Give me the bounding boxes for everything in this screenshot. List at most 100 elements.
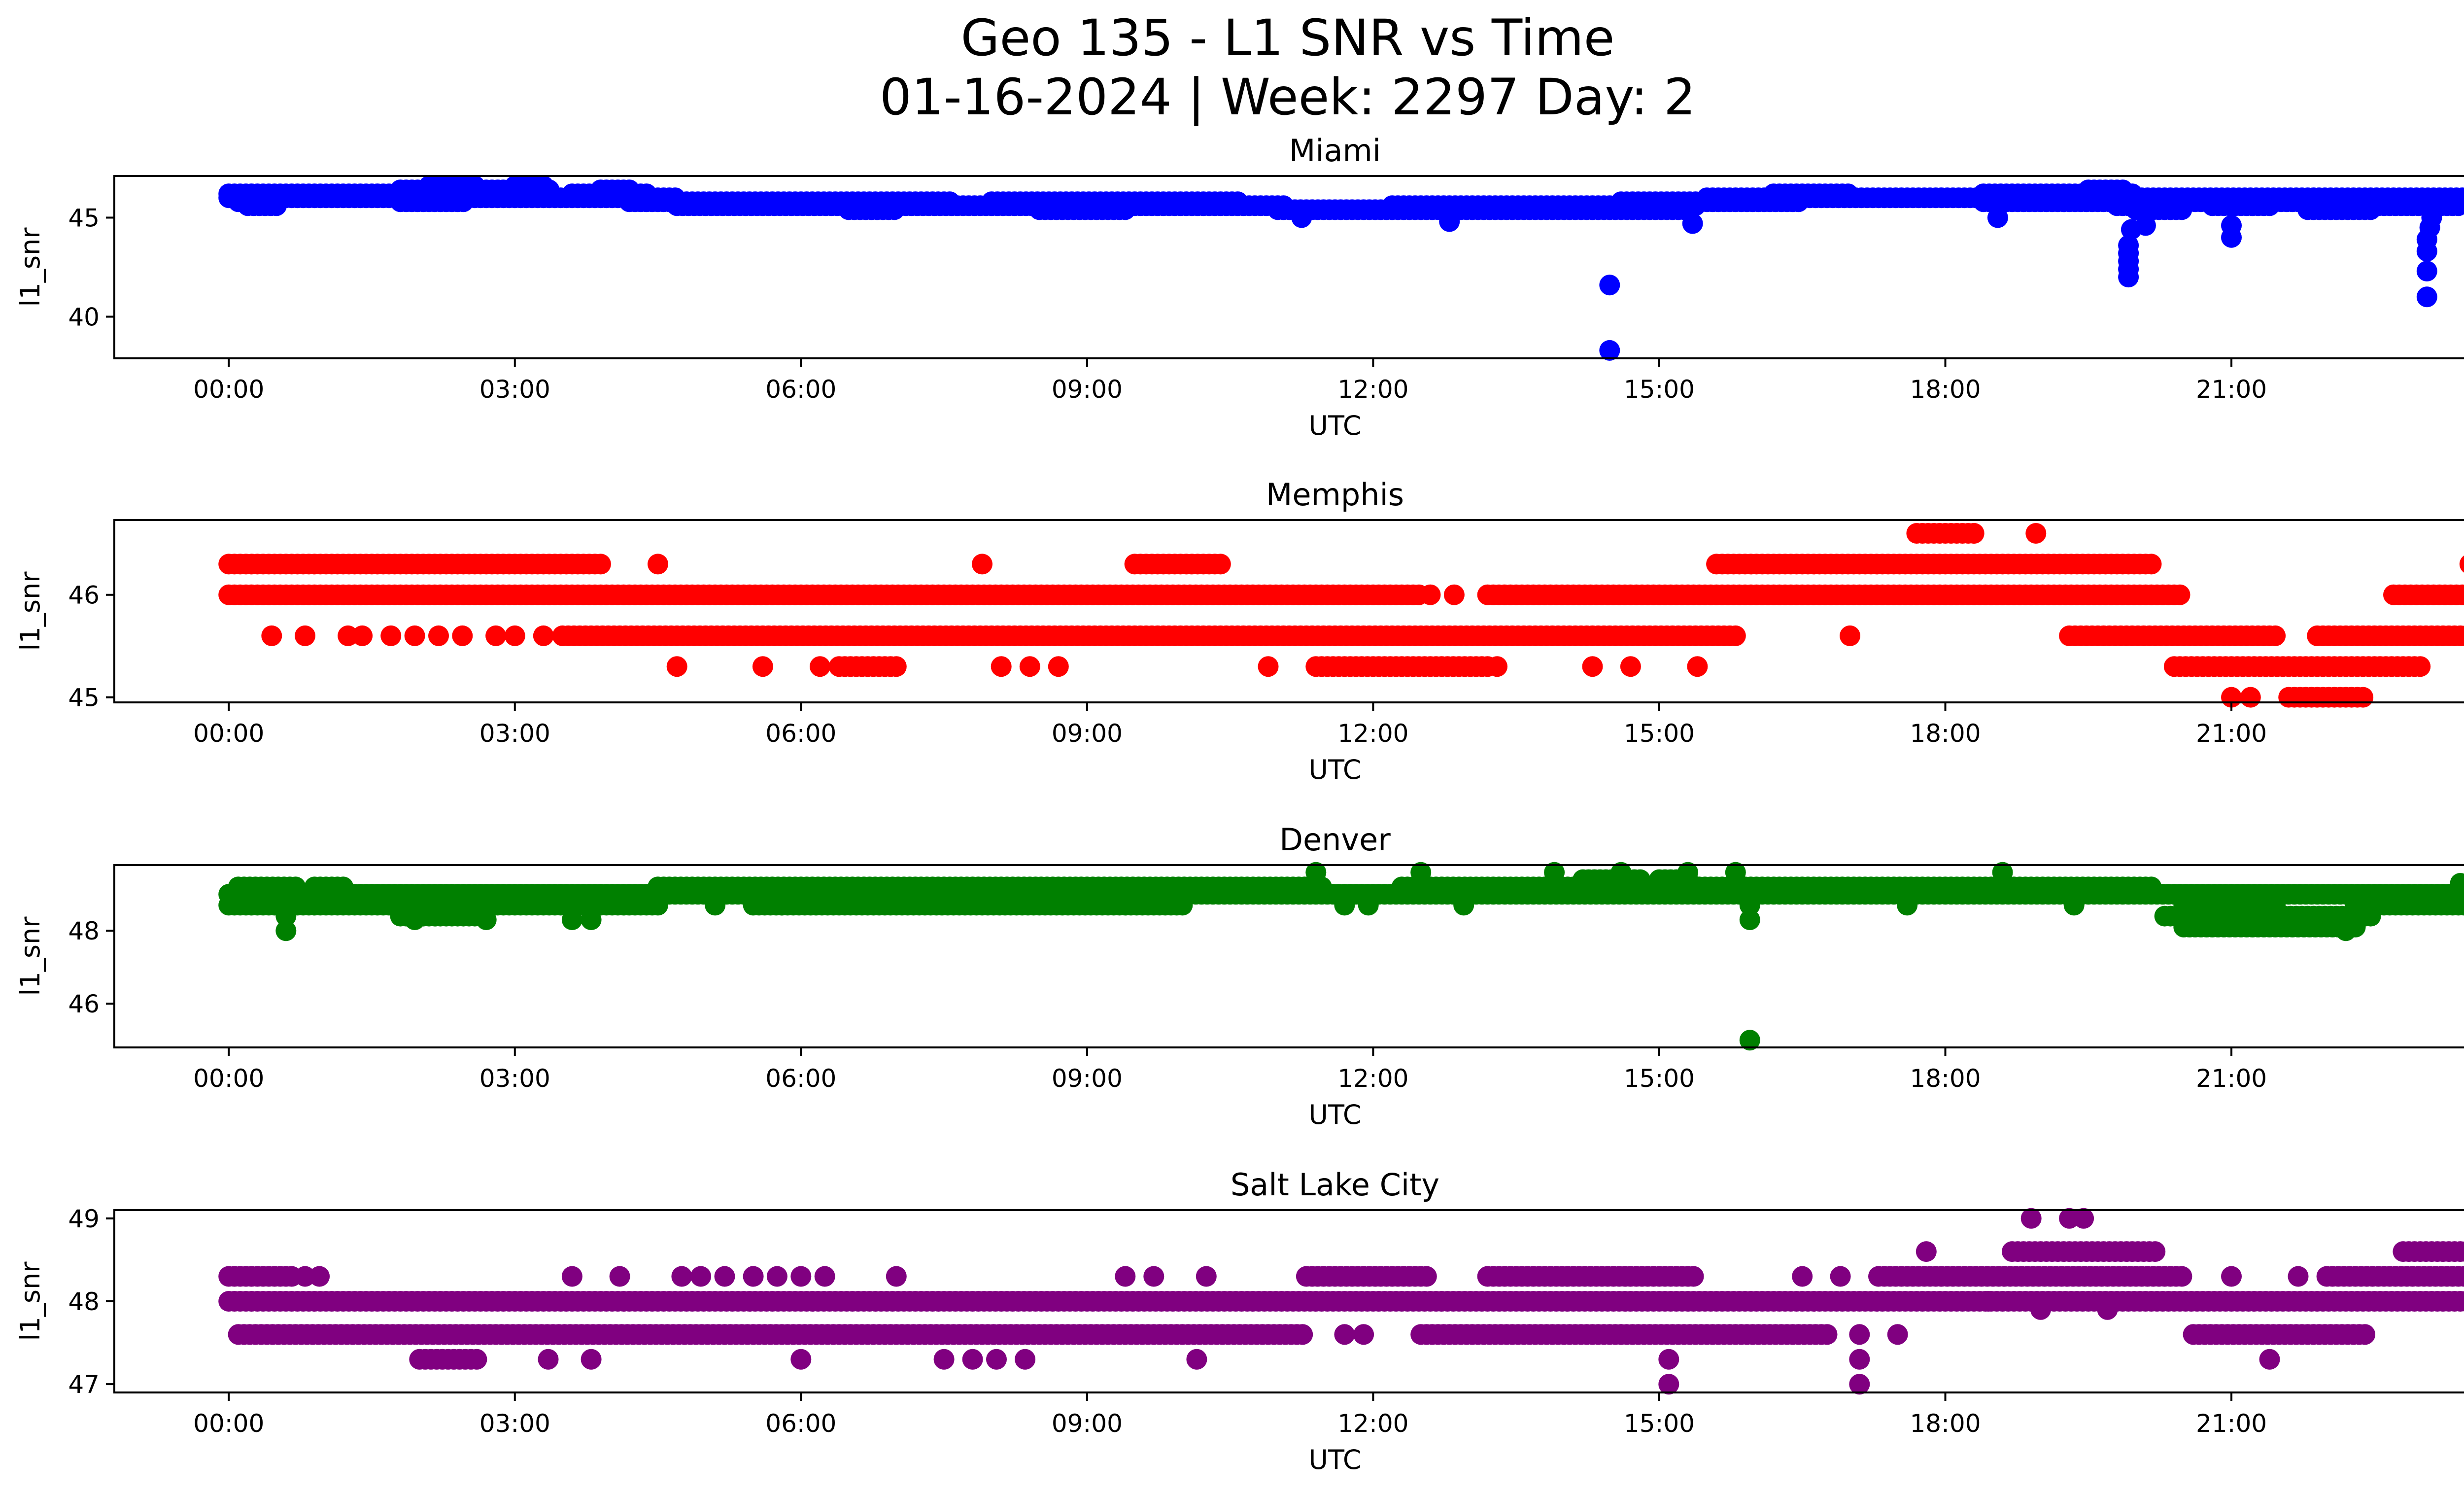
x-tick-label: 12:00	[1337, 375, 1408, 404]
y-tick-label: 40	[68, 303, 100, 332]
data-point	[1305, 862, 1327, 883]
data-point	[428, 625, 449, 646]
x-tick-label: 21:00	[2196, 375, 2267, 404]
data-point	[2097, 1299, 2118, 1320]
data-point	[2410, 656, 2431, 677]
data-point	[1687, 656, 1708, 677]
y-tick-label: 45	[68, 204, 100, 232]
data-point	[2171, 1266, 2192, 1287]
data-point	[404, 625, 425, 646]
x-tick-label: 09:00	[1052, 1064, 1123, 1093]
y-axis-label: l1_snr	[15, 227, 46, 307]
data-point	[590, 554, 611, 575]
data-point	[2421, 207, 2442, 228]
data-point	[504, 625, 525, 646]
data-point	[295, 625, 315, 646]
data-point	[1210, 554, 1231, 575]
data-point	[2335, 920, 2357, 941]
data-point	[1453, 895, 1474, 916]
data-point	[810, 656, 830, 677]
data-point	[561, 909, 582, 930]
x-tick-label: 00:00	[193, 1409, 264, 1438]
x-tick-label: 15:00	[1624, 1409, 1695, 1438]
data-point	[352, 625, 373, 646]
data-point	[2448, 195, 2464, 216]
data-point	[581, 909, 602, 930]
axes-frame	[113, 864, 2464, 1048]
data-point	[991, 656, 1012, 677]
data-point	[1019, 656, 1040, 677]
x-tick-label: 21:00	[2196, 1064, 2267, 1093]
data-point	[1849, 1349, 1870, 1370]
data-point	[790, 1266, 812, 1287]
data-point	[1582, 656, 1603, 677]
data-point	[2459, 1268, 2464, 1285]
axes-frame	[113, 519, 2464, 703]
data-point	[1610, 862, 1632, 883]
x-tick-label: 03:00	[479, 1064, 550, 1093]
x-tick-label: 03:00	[479, 719, 550, 748]
data-point	[986, 1349, 1007, 1370]
data-point	[333, 876, 354, 898]
data-point	[1334, 1324, 1355, 1345]
data-point	[380, 625, 402, 646]
data-point	[1887, 1324, 1908, 1345]
axes-frame	[113, 175, 2464, 359]
data-point	[1358, 895, 1379, 916]
data-point	[2416, 261, 2437, 281]
data-point	[2059, 1208, 2080, 1229]
x-tick-label: 18:00	[1910, 719, 1981, 748]
y-tick-label: 48	[68, 1287, 100, 1316]
data-point	[2118, 235, 2139, 256]
x-tick-label: 09:00	[1052, 1409, 1123, 1438]
data-point	[1292, 1324, 1313, 1345]
y-tick-label: 46	[68, 581, 100, 610]
data-point	[533, 175, 554, 197]
data-point	[666, 656, 687, 677]
series-points	[218, 1208, 2464, 1395]
y-tick-label: 49	[68, 1205, 100, 1233]
data-point	[933, 1349, 955, 1370]
x-axis-label: UTC	[1308, 410, 1361, 441]
data-point	[648, 895, 668, 916]
data-point	[1830, 1266, 1851, 1287]
data-point	[1630, 869, 1651, 890]
series-points	[218, 175, 2464, 361]
data-point	[1725, 625, 1746, 646]
data-point	[1849, 1324, 1870, 1345]
data-point	[2141, 876, 2162, 898]
data-point	[2450, 873, 2464, 894]
x-tick-label: 03:00	[479, 375, 550, 404]
data-point	[1544, 862, 1565, 883]
figure-title-line1: Geo 135 - L1 SNR vs Time	[960, 9, 1615, 68]
data-point	[1620, 656, 1641, 677]
y-tick-label: 46	[68, 990, 100, 1018]
x-axis-label: UTC	[1308, 1444, 1361, 1475]
data-point	[1963, 523, 1985, 544]
x-tick-label: 21:00	[2196, 1409, 2267, 1438]
data-point	[1677, 862, 1698, 883]
data-point	[309, 1266, 330, 1287]
data-point	[2141, 554, 2162, 575]
data-point	[581, 1349, 602, 1370]
data-point	[295, 1266, 315, 1287]
data-point	[2259, 195, 2280, 216]
data-point	[1739, 895, 1760, 916]
x-tick-label: 15:00	[1624, 719, 1695, 748]
data-point	[705, 895, 726, 916]
data-point	[2461, 1245, 2464, 1259]
data-point	[2456, 1291, 2464, 1312]
data-point	[466, 1349, 487, 1370]
data-point	[561, 1266, 582, 1287]
x-tick-label: 03:00	[479, 1409, 550, 1438]
x-tick-label: 21:00	[2196, 719, 2267, 748]
data-point	[2458, 585, 2464, 605]
data-point	[2288, 1266, 2309, 1287]
data-point	[962, 1349, 983, 1370]
x-tick-label: 06:00	[765, 1409, 836, 1438]
data-point	[2456, 1241, 2464, 1262]
data-point	[1353, 1324, 1374, 1345]
x-tick-label: 18:00	[1910, 1064, 1981, 1093]
data-point	[1658, 1349, 1679, 1370]
